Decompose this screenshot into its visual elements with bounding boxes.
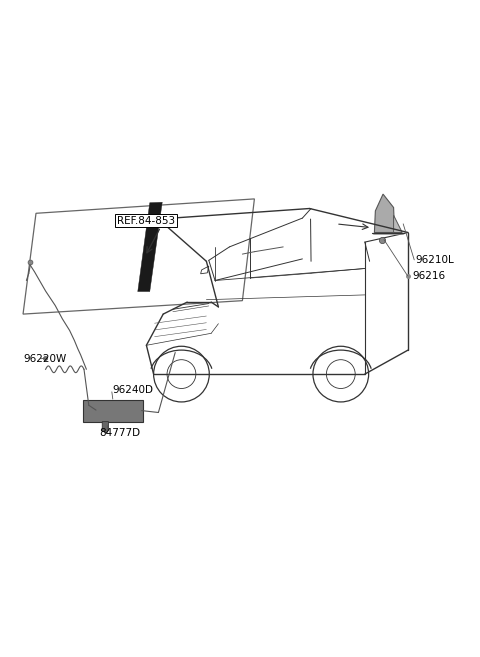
Polygon shape	[138, 202, 162, 292]
Polygon shape	[102, 422, 108, 433]
Text: 96240D: 96240D	[113, 385, 154, 395]
FancyBboxPatch shape	[83, 399, 143, 422]
Text: 96210L: 96210L	[415, 255, 454, 265]
Text: 96216: 96216	[413, 271, 446, 281]
Text: 96220W: 96220W	[23, 353, 66, 364]
Text: 84777D: 84777D	[99, 428, 140, 438]
Polygon shape	[394, 215, 402, 233]
Text: REF.84-853: REF.84-853	[117, 215, 176, 225]
Polygon shape	[374, 194, 395, 233]
